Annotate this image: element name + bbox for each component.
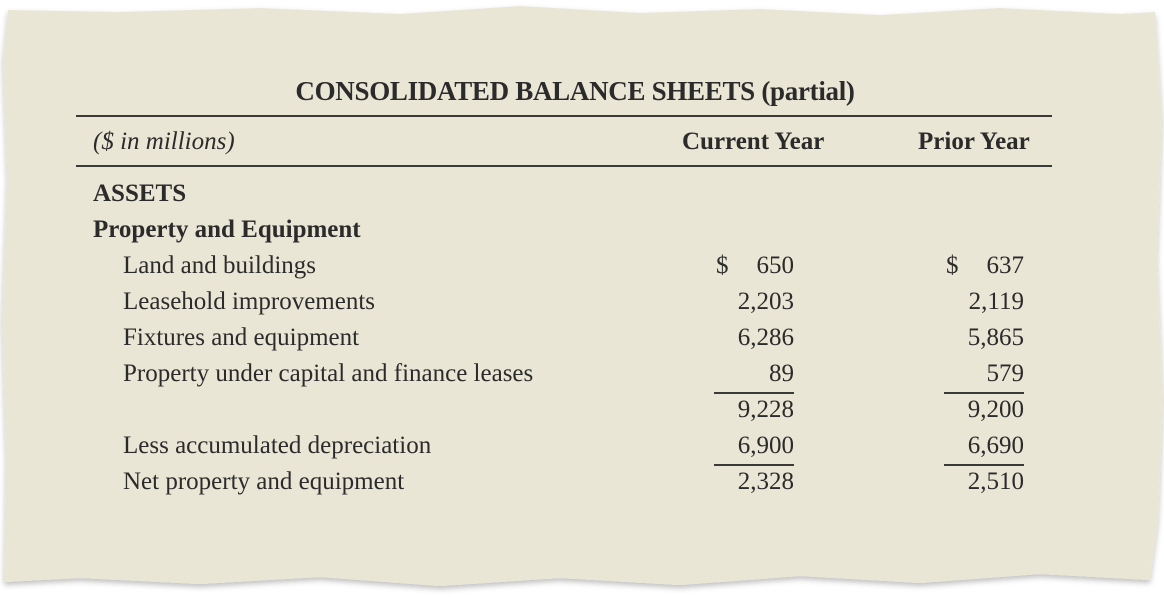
row-label-less-accumulated-depreciation: Less accumulated depreciation bbox=[123, 432, 432, 459]
section-assets: ASSETS bbox=[93, 180, 187, 207]
value-prior-net-property-and-equipment: 2,510 bbox=[967, 468, 1024, 495]
value-current-accumulated-depreciation: 6,900 bbox=[737, 432, 794, 459]
row-label-fixtures-and-equipment: Fixtures and equipment bbox=[123, 324, 360, 351]
statement-title: CONSOLIDATED BALANCE SHEETS (partial) bbox=[295, 76, 855, 106]
value-current-land-and-buildings: 650 bbox=[756, 252, 795, 279]
row-label-property-under-leases: Property under capital and finance lease… bbox=[123, 360, 534, 387]
row-label-net-property-and-equipment: Net property and equipment bbox=[123, 468, 405, 495]
net-underline-current bbox=[714, 464, 794, 466]
value-current-property-under-leases: 89 bbox=[769, 360, 794, 387]
dollar-sign-current: $ bbox=[716, 252, 729, 279]
header-bottom-rule bbox=[76, 165, 1052, 167]
value-current-net-property-and-equipment: 2,328 bbox=[737, 468, 794, 495]
section-property-and-equipment: Property and Equipment bbox=[93, 216, 361, 243]
value-current-leasehold-improvements: 2,203 bbox=[737, 288, 794, 315]
column-header-prior-year: Prior Year bbox=[918, 128, 1030, 155]
value-current-subtotal: 9,228 bbox=[737, 396, 794, 423]
dollar-sign-prior: $ bbox=[946, 252, 959, 279]
column-header-current-year: Current Year bbox=[682, 128, 825, 155]
header-top-rule bbox=[76, 115, 1052, 117]
value-prior-land-and-buildings: 637 bbox=[986, 252, 1025, 279]
value-prior-property-under-leases: 579 bbox=[986, 360, 1025, 387]
value-prior-leasehold-improvements: 2,119 bbox=[968, 288, 1024, 315]
value-prior-accumulated-depreciation: 6,690 bbox=[967, 432, 1024, 459]
units-label: ($ in millions) bbox=[93, 128, 235, 155]
subtotal-underline-current bbox=[714, 392, 794, 394]
row-label-land-and-buildings: Land and buildings bbox=[123, 252, 317, 279]
net-underline-prior bbox=[944, 464, 1024, 466]
row-label-leasehold-improvements: Leasehold improvements bbox=[123, 288, 376, 315]
value-prior-fixtures-and-equipment: 5,865 bbox=[967, 324, 1024, 351]
subtotal-underline-prior bbox=[944, 392, 1024, 394]
value-prior-subtotal: 9,200 bbox=[967, 396, 1024, 423]
value-current-fixtures-and-equipment: 6,286 bbox=[737, 324, 794, 351]
